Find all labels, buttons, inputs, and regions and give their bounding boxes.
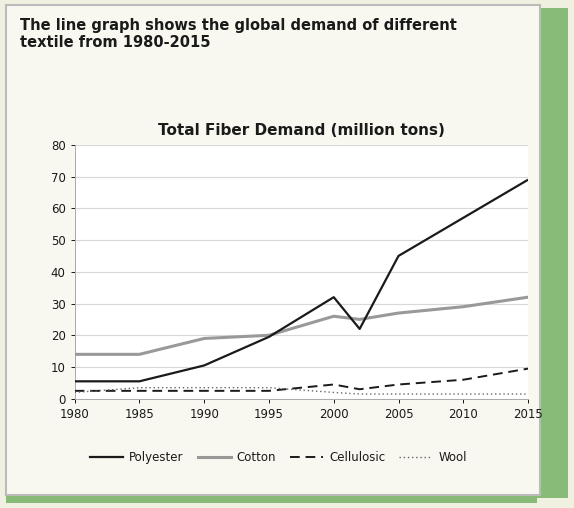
- FancyBboxPatch shape: [6, 490, 537, 503]
- Legend: Polyester, Cotton, Cellulosic, Wool: Polyester, Cotton, Cellulosic, Wool: [85, 446, 472, 468]
- Text: The line graph shows the global demand of different
textile from 1980-2015: The line graph shows the global demand o…: [20, 18, 457, 50]
- FancyBboxPatch shape: [6, 5, 540, 495]
- FancyBboxPatch shape: [537, 8, 568, 498]
- Title: Total Fiber Demand (million tons): Total Fiber Demand (million tons): [158, 123, 445, 138]
